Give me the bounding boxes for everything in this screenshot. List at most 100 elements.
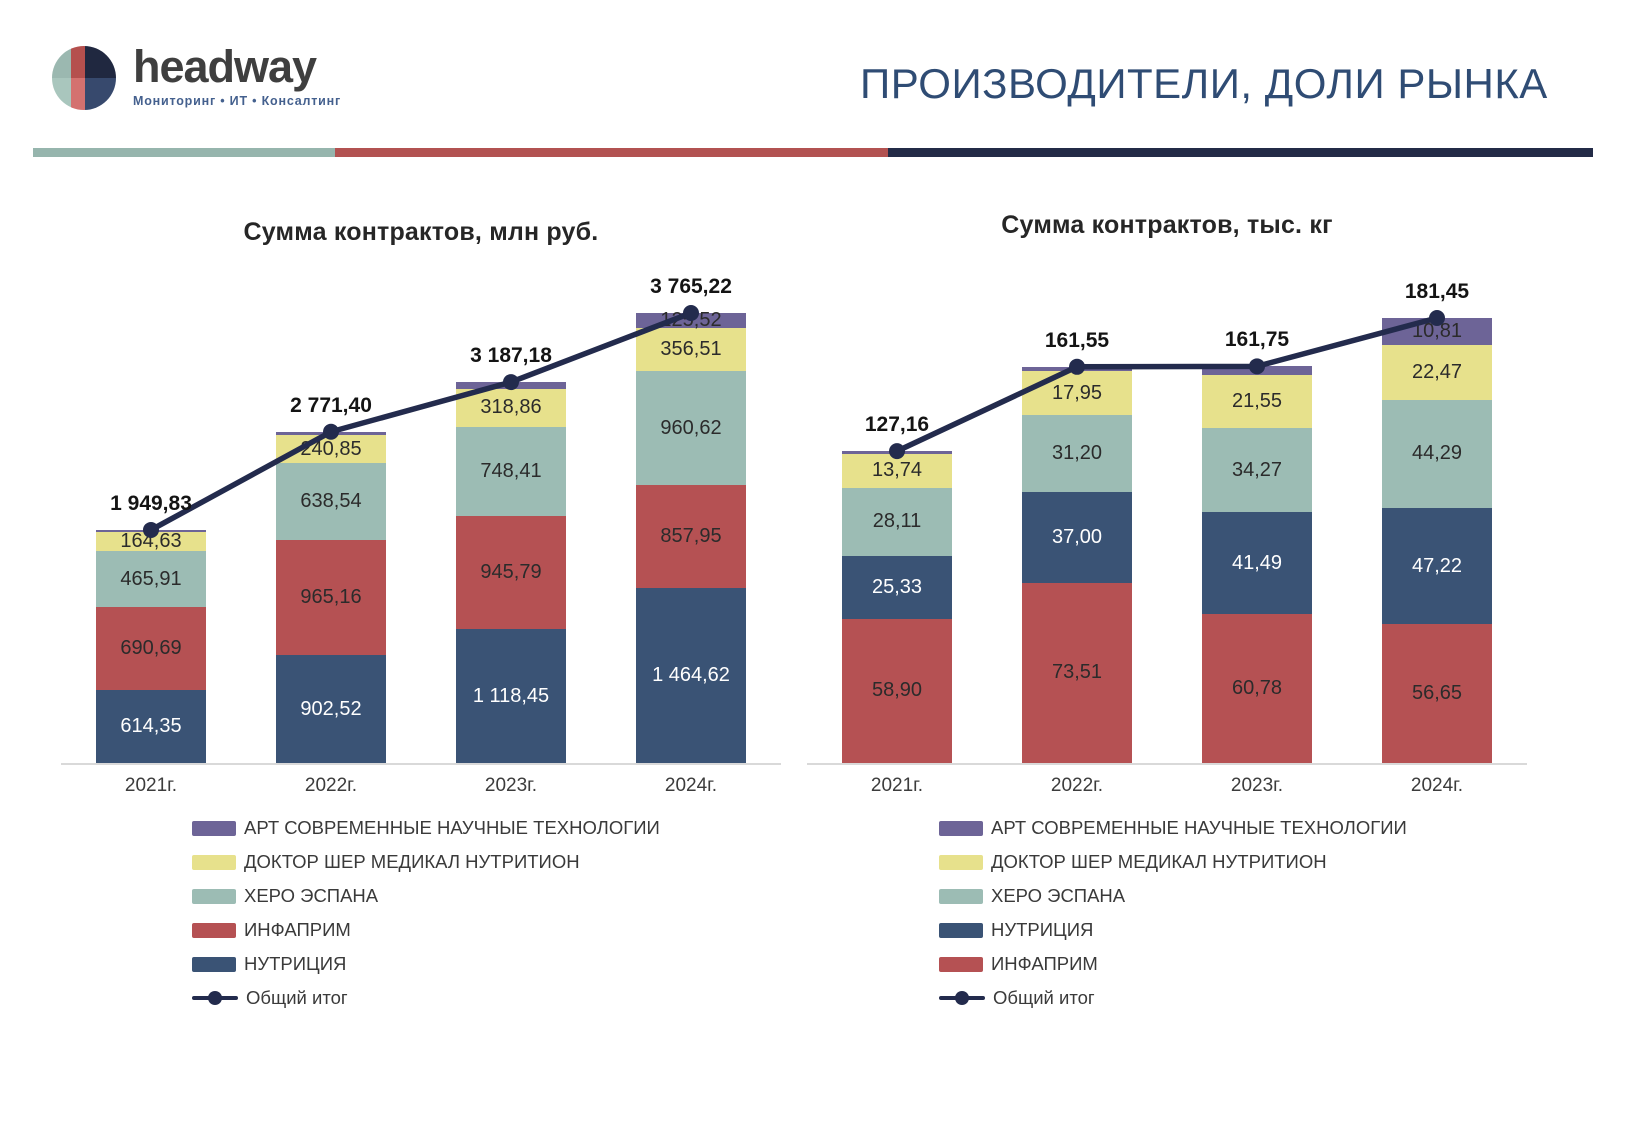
legend-item-total: Общий итог xyxy=(192,987,660,1008)
segment-value-label: 73,51 xyxy=(1051,661,1103,684)
bar-segment-doctor: 13,74 xyxy=(842,453,952,488)
divider-segment-teal xyxy=(33,148,335,157)
bar-segment-nutricia: 614,35 xyxy=(96,689,206,763)
legend-label: Общий итог xyxy=(993,987,1095,1008)
legend-label: Общий итог xyxy=(246,987,348,1008)
bar-segment-hero: 465,91 xyxy=(96,551,206,608)
segment-value-label: 1 464,62 xyxy=(652,663,730,686)
segment-value-label: 318,86 xyxy=(480,396,542,419)
legend-swatch-infaprim xyxy=(939,956,983,972)
legend-swatch-art xyxy=(192,820,236,836)
x-axis-label: 2024г. xyxy=(664,775,718,796)
bar-segment-infaprim: 690,69 xyxy=(96,607,206,690)
bar-segment-hero: 34,27 xyxy=(1202,428,1312,513)
trend-line xyxy=(895,315,1438,454)
legend-label: ХЕРО ЭСПАНА xyxy=(991,885,1126,906)
bar-segment-nutricia: 41,49 xyxy=(1202,512,1312,614)
segment-value-label: 164,63 xyxy=(120,530,182,553)
segment-value-label: 690,69 xyxy=(120,636,182,659)
bar-segment-nutricia: 37,00 xyxy=(1022,492,1132,583)
bar-segment-hero: 638,54 xyxy=(276,463,386,540)
trend-line xyxy=(149,310,692,533)
legend-swatch-infaprim xyxy=(192,922,236,938)
brand-name: headway xyxy=(133,41,317,92)
segment-value-label: 17,95 xyxy=(1051,381,1103,404)
x-axis-label: 2021г. xyxy=(124,775,178,796)
total-value-label: 2 771,40 xyxy=(290,393,372,417)
legend-dot xyxy=(955,991,969,1005)
bar-segment-infaprim: 73,51 xyxy=(1022,582,1132,763)
segment-value-label: 25,33 xyxy=(871,576,923,598)
chart-contracts-kg: Сумма контрактов, тыс. кг 58,90 25,33 28,11… xyxy=(780,205,1550,1110)
bar-segment-infaprim: 965,16 xyxy=(276,539,386,656)
segment-value-label: 465,91 xyxy=(120,567,182,590)
segment-value-label: 13,74 xyxy=(871,459,923,482)
bar-segment-infaprim: 60,78 xyxy=(1202,613,1312,763)
bar-segment-infaprim: 58,90 xyxy=(842,618,952,763)
segment-value-label: 10,81 xyxy=(1411,319,1463,342)
legend-label: АРТ СОВРЕМЕННЫЕ НАУЧНЫЕ ТЕХНОЛОГИИ xyxy=(991,817,1407,838)
trend-marker xyxy=(503,374,519,391)
segment-value-label: 31,20 xyxy=(1051,442,1103,465)
trend-marker xyxy=(143,521,159,538)
x-axis-label: 2024г. xyxy=(1410,775,1464,796)
bar-segment-nutricia: 902,52 xyxy=(276,655,386,763)
chart-title: Сумма контрактов, тыс. кг xyxy=(1001,211,1333,239)
legend-item-infaprim: ИНФАПРИМ xyxy=(192,919,660,940)
segment-value-label: 21,55 xyxy=(1231,390,1283,413)
legend-item-infaprim: ИНФАПРИМ xyxy=(939,953,1407,974)
legend-label: НУТРИЦИЯ xyxy=(991,919,1094,940)
legend-item-art: АРТ СОВРЕМЕННЫЕ НАУЧНЫЕ ТЕХНОЛОГИИ xyxy=(192,817,660,838)
total-value-label: 3 187,18 xyxy=(470,344,552,368)
bar-segment-nutricia: 25,33 xyxy=(842,556,952,619)
segment-value-label: 60,78 xyxy=(1231,676,1283,699)
divider-segment-navy xyxy=(888,148,1593,157)
legend-item-total: Общий итог xyxy=(939,987,1407,1008)
segment-value-label: 1 118,45 xyxy=(472,684,550,707)
segment-value-label: 902,52 xyxy=(300,697,362,720)
x-axis-label: 2021г. xyxy=(870,775,924,796)
segment-value-label: 47,22 xyxy=(1411,554,1463,577)
segment-value-label: 37,00 xyxy=(1051,525,1103,548)
legend-dot xyxy=(208,991,222,1005)
bar-segment-infaprim: 56,65 xyxy=(1382,624,1492,763)
legend-swatch-nutricia xyxy=(939,922,983,938)
plot-area: 614,35 690,69 465,91 164,63 1 949,83 902,52 96… xyxy=(61,250,781,765)
segment-value-label: 960,62 xyxy=(660,416,722,439)
legend: АРТ СОВРЕМЕННЫЕ НАУЧНЫЕ ТЕХНОЛОГИИ ДОКТОР… xyxy=(939,817,1407,1008)
segment-value-label: 638,54 xyxy=(300,490,362,513)
segment-value-label: 56,65 xyxy=(1411,682,1463,705)
bar-segment-doctor: 17,95 xyxy=(1022,371,1132,416)
x-axis-label: 2022г. xyxy=(304,775,358,796)
segment-value-label: 614,35 xyxy=(120,714,182,737)
chart-title: Сумма контрактов, млн руб. xyxy=(243,218,599,246)
bar-segment-doctor: 164,63 xyxy=(96,530,206,553)
bar-segment-hero: 31,20 xyxy=(1022,415,1132,492)
legend-label: НУТРИЦИЯ xyxy=(244,953,347,974)
legend-label: ИНФАПРИМ xyxy=(991,953,1098,974)
total-value-label: 3 765,22 xyxy=(650,275,732,298)
legend-swatch-nutricia xyxy=(192,956,236,972)
brand-text-block: headway Мониторинг • ИТ • Консалтинг xyxy=(133,41,341,108)
legend-label: ИНФАПРИМ xyxy=(244,919,351,940)
total-value-label: 127,16 xyxy=(864,413,930,437)
bar-segment-nutricia: 1 464,62 xyxy=(636,587,746,763)
x-axis-label: 2023г. xyxy=(484,775,538,796)
page-title: ПРОИЗВОДИТЕЛИ, ДОЛИ РЫНКА xyxy=(860,60,1548,107)
x-axis-label: 2022г. xyxy=(1050,775,1104,796)
legend-item-doctor: ДОКТОР ШЕР МЕДИКАЛ НУТРИТИОН xyxy=(939,851,1407,872)
segment-value-label: 41,49 xyxy=(1231,551,1283,574)
plot-area: 58,90 25,33 28,11 13,74 127,16 73,51 37,00 31,2… xyxy=(807,250,1527,765)
legend-swatch-doctor xyxy=(939,854,983,870)
segment-value-label: 748,41 xyxy=(480,460,542,483)
segment-value-label: 28,11 xyxy=(872,510,922,533)
bar-segment-hero: 28,11 xyxy=(842,487,952,557)
brand-tagline: Мониторинг • ИТ • Консалтинг xyxy=(133,93,341,108)
segment-value-label: 356,51 xyxy=(660,337,722,360)
total-value-label: 181,45 xyxy=(1404,280,1470,303)
legend-item-art: АРТ СОВРЕМЕННЫЕ НАУЧНЫЕ ТЕХНОЛОГИИ xyxy=(939,817,1407,838)
legend-swatch-hero xyxy=(939,888,983,904)
total-value-label: 1 949,83 xyxy=(110,491,192,515)
legend-item-doctor: ДОКТОР ШЕР МЕДИКАЛ НУТРИТИОН xyxy=(192,851,660,872)
